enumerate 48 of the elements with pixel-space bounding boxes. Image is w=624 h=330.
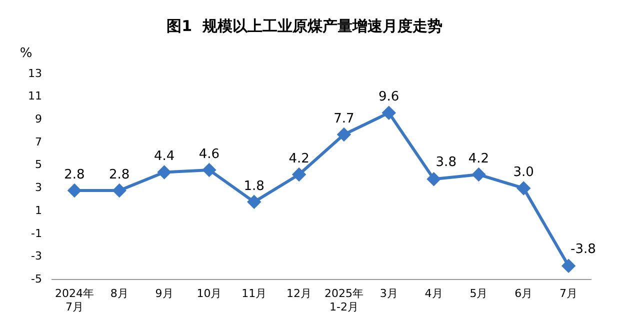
x-tick-label: 8月 [110, 287, 128, 300]
x-tick-label: 7月 [560, 287, 578, 300]
point [292, 168, 306, 182]
data-label: 4.2 [468, 151, 490, 166]
data-label: 2.8 [64, 167, 85, 182]
data-label: -3.8 [570, 242, 596, 257]
data-label: 1.8 [244, 178, 264, 194]
data-label: 3.0 [513, 165, 534, 180]
point [158, 166, 171, 179]
point [517, 182, 530, 195]
chart-title: 图1 规模以上工业原煤产量增速月度走势 [166, 16, 442, 35]
point [112, 184, 126, 198]
y-tick-label: 11 [28, 90, 42, 103]
x-tick-label: 10月 [196, 287, 222, 300]
data-label: 3.8 [436, 154, 456, 170]
data-label: 2.8 [109, 167, 130, 182]
point [202, 163, 216, 176]
y-tick-label: -5 [31, 272, 42, 286]
y-tick-label: -3 [31, 250, 42, 263]
y-tick-label: 13 [28, 66, 42, 80]
y-tick-label: 5 [34, 158, 42, 172]
x-tick-label: 9月 [155, 287, 174, 300]
x-tick-label: 4月 [424, 287, 443, 300]
data-label: 4.6 [198, 146, 220, 162]
y-tick-label: 7 [34, 135, 42, 148]
point [68, 184, 81, 198]
x-tick-label: 2024年 7月 [54, 287, 94, 314]
y-tick-label: -1 [31, 226, 42, 240]
point [472, 168, 486, 182]
point [382, 106, 396, 120]
data-label: 4.2 [288, 151, 310, 166]
point [337, 128, 350, 142]
x-tick-label: 12月 [286, 287, 312, 300]
data-label: 4.4 [154, 149, 175, 164]
point [562, 259, 576, 272]
y-tick-label: 3 [34, 181, 42, 194]
data-label: 7.7 [334, 111, 354, 126]
point [248, 195, 261, 208]
point [427, 172, 440, 186]
x-tick-label: 2025年 1-2月 [324, 287, 364, 314]
x-tick-label: 5月 [470, 287, 488, 300]
x-tick-label: 3月 [380, 287, 398, 300]
x-tick-label: 6月 [514, 287, 533, 300]
y-tick-label: 9 [34, 112, 42, 126]
y-tick-label: 1 [34, 204, 42, 217]
x-tick-label: 11月 [242, 287, 267, 300]
y-axis-title: % [20, 46, 32, 61]
data-label: 9.6 [378, 90, 400, 105]
